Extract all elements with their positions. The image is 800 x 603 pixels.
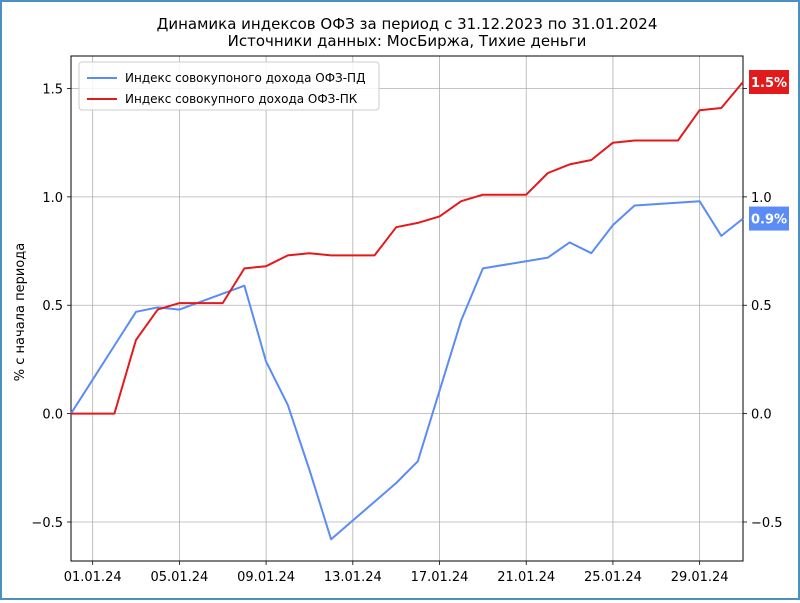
y-tick-label: 0.5 [42,299,63,314]
legend-label-1: Индекс совокупоного дохода ОФЗ-ПД [125,71,365,85]
chart-subtitle: Источники данных: МосБиржа, Тихие деньги [228,32,587,50]
x-tick-label: 05.01.24 [150,570,208,585]
plot-area-frame [70,55,744,562]
y-tick-label: 1.5 [42,83,63,98]
legend-box [78,61,380,111]
end-value-badge-2: 1.5% [749,70,789,95]
x-tick-label: 21.01.24 [497,570,555,585]
end-value-badge-bg [749,70,789,95]
x-tick-label: 25.01.24 [584,570,642,585]
x-tick-label: 09.01.24 [237,570,295,585]
y-tick-label-right: 0.0 [751,408,772,423]
y-tick-label: −0.5 [31,516,63,531]
chart-title: Динамика индексов ОФЗ за период с 31.12.… [157,15,658,33]
legend: Индекс совокупоного дохода ОФЗ-ПД Индекс … [78,61,380,111]
y-tick-label-right: −0.5 [751,516,783,531]
y-tick-label: 0.0 [42,408,63,423]
end-value-badge-bg [749,206,789,231]
y-tick-label: 1.0 [42,191,63,206]
end-value-badge-1: 0.9% [749,206,789,231]
y-tick-label-right: 0.5 [751,299,772,314]
legend-label-2: Индекс совокупного дохода ОФЗ-ПК [125,92,358,106]
x-tick-label: 17.01.24 [411,570,469,585]
series-line-1 [70,200,744,541]
x-tick-label: 01.01.24 [64,570,122,585]
y-tick-label-right: 1.0 [751,191,772,206]
x-tick-label: 13.01.24 [324,570,382,585]
end-value-label: 0.9% [751,213,787,228]
x-tick-label: 29.01.24 [671,570,729,585]
series-line-2 [71,81,744,415]
y-axis-label: % с начала периода [13,243,28,381]
end-value-label: 1.5% [751,76,787,91]
